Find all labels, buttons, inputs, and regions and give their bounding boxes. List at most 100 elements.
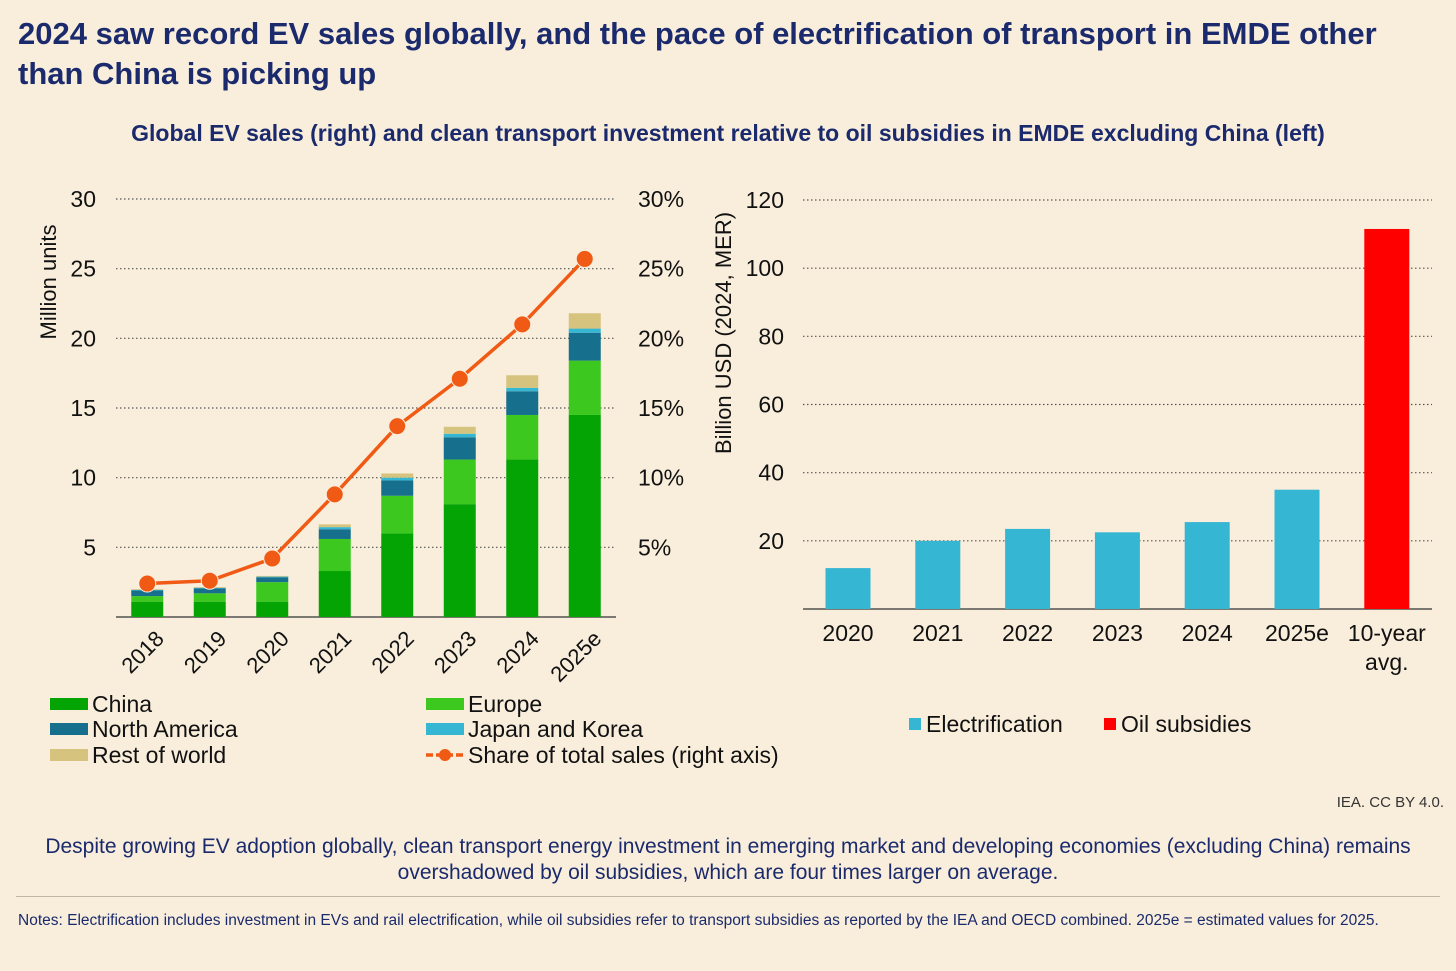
bar-segment (256, 582, 289, 602)
divider (16, 896, 1440, 897)
bar-segment (506, 391, 539, 415)
bar-segment (131, 590, 164, 597)
bar-segment (256, 575, 289, 577)
legend-label: Rest of world (92, 742, 226, 768)
legend-line-marker (439, 749, 451, 761)
x-tick-label: 2022 (366, 626, 418, 678)
bar-segment (193, 588, 226, 594)
legend-swatch (426, 698, 464, 710)
y-tick-label: 5 (83, 534, 96, 560)
legend-swatch (50, 749, 88, 761)
x-tick-label: 2019 (179, 626, 231, 678)
x-tick-label: 2025e (1265, 620, 1329, 646)
y-tick-label: 60 (758, 392, 784, 418)
share-point (450, 369, 469, 388)
x-tick-label: 2018 (116, 626, 168, 678)
y2-tick-label: 20% (638, 325, 684, 351)
bar (1005, 528, 1051, 609)
bar-segment (193, 601, 226, 617)
y2-tick-label: 10% (638, 465, 684, 491)
bar-segment (506, 414, 539, 460)
bar (1094, 532, 1140, 609)
legend-label: Japan and Korea (468, 716, 643, 742)
x-tick-label: 2021 (912, 620, 963, 646)
bar-segment (381, 477, 414, 481)
legend-label: Europe (468, 691, 542, 717)
bar-segment (256, 577, 289, 583)
y-tick-label: 30 (70, 186, 96, 212)
y-axis-label: Billion USD (2024, MER) (711, 212, 736, 454)
share-point (263, 549, 282, 568)
legend-label: Share of total sales (right axis) (468, 742, 779, 768)
bar-segment (318, 538, 351, 572)
x-tick-label: 10-year avg. (1348, 620, 1426, 675)
bar-segment (381, 473, 414, 478)
y-tick-label: 20 (758, 528, 784, 554)
legend-label: China (92, 691, 152, 717)
share-point (575, 249, 594, 268)
x-tick-label: 2023 (1092, 620, 1143, 646)
y-tick-label: 15 (70, 395, 96, 421)
bar-segment (318, 527, 351, 530)
share-line (147, 257, 587, 586)
bar-segment (506, 387, 539, 392)
y2-tick-label: 25% (638, 256, 684, 282)
x-tick-label: 2024 (491, 626, 543, 678)
bar-segment (256, 601, 289, 617)
credit-text: IEA. CC BY 4.0. (1336, 794, 1444, 811)
y-tick-label: 20 (70, 325, 96, 351)
chart-area: 5 10 15 20 25 30 5% 10% 15% 20% 25% 30% Million unit… (36, 186, 1432, 768)
bar-segment (318, 524, 351, 528)
bar-segment (381, 533, 414, 617)
y-tick-label: 100 (746, 255, 784, 281)
x-tick-label: 2022 (1002, 620, 1053, 646)
bar-segment (443, 504, 476, 617)
bar-segment (318, 529, 351, 539)
share-point (200, 571, 219, 590)
bar-segment (443, 433, 476, 438)
bar-segment (443, 426, 476, 434)
share-point (138, 574, 157, 593)
x-tick-label: 2023 (429, 626, 481, 678)
share-point (325, 485, 344, 504)
bar-segment (381, 480, 414, 496)
bar-segment (568, 360, 601, 415)
legend-swatch (426, 723, 464, 735)
x-tick-label: 2020 (822, 620, 873, 646)
y-axis-label: Million units (36, 225, 61, 340)
bar-segment (443, 459, 476, 505)
bar (1364, 228, 1410, 610)
x-tick-label: 2024 (1182, 620, 1233, 646)
y-tick-label: 25 (70, 256, 96, 282)
x-tick-label: 2020 (241, 626, 293, 678)
legend-label: North America (92, 716, 238, 742)
bar (1184, 522, 1230, 609)
x-tick-label: 2025e (545, 626, 606, 687)
bar (915, 540, 961, 609)
y-tick-label: 120 (746, 187, 784, 213)
transport-investment-chart: 20 40 60 80 100 120 Billion USD (2024, MER) 202… (711, 187, 1432, 737)
bar-segment (381, 495, 414, 534)
legend-label: Oil subsidies (1121, 711, 1251, 737)
legend-swatch (50, 723, 88, 735)
bar (825, 568, 871, 609)
bar-segment (568, 332, 601, 361)
legend-swatch (50, 698, 88, 710)
notes-text: Notes: Electrification includes investme… (18, 912, 1379, 929)
legend-swatch (1104, 718, 1116, 730)
bar-segment (131, 601, 164, 617)
chart-subtitle: Global EV sales (right) and clean transp… (131, 120, 1325, 146)
legend-swatch (909, 718, 921, 730)
y-tick-label: 40 (758, 460, 784, 486)
bar-segment (506, 375, 539, 388)
page-title: 2024 saw record EV sales globally, and t… (18, 16, 1377, 91)
y2-tick-label: 30% (638, 186, 684, 212)
share-point (388, 417, 407, 436)
x-tick-label: 2021 (304, 626, 356, 678)
chart-caption: Despite growing EV adoption globally, cl… (45, 835, 1411, 884)
share-point (513, 315, 532, 334)
bar-segment (443, 437, 476, 460)
y2-tick-label: 15% (638, 395, 684, 421)
bar-segment (568, 328, 601, 333)
bar-segment (318, 571, 351, 617)
